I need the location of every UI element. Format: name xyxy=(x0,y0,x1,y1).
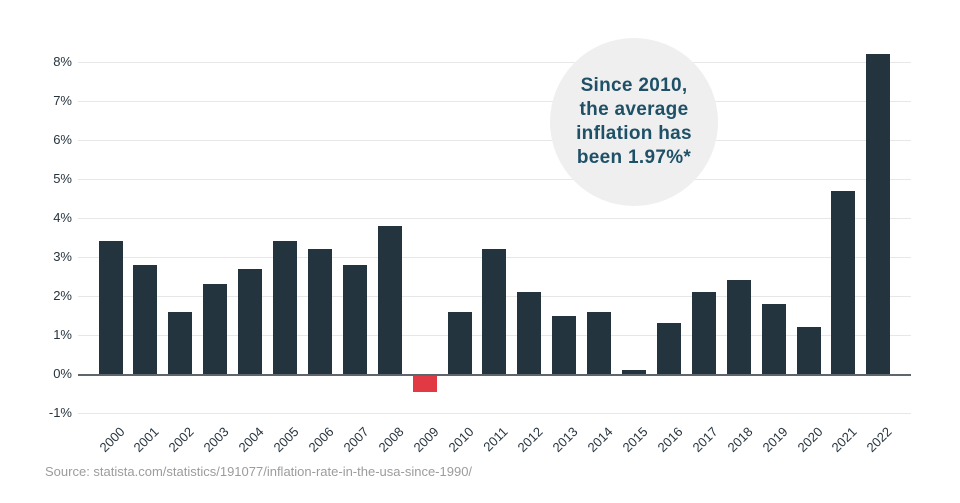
x-axis-year-label: 2022 xyxy=(863,424,895,456)
bar-2011 xyxy=(482,249,507,374)
bar-2016 xyxy=(656,323,681,374)
y-axis-tick-label: 4% xyxy=(53,210,72,225)
annotation-line: been 1.97%* xyxy=(576,147,692,168)
x-axis-year-label: 2019 xyxy=(759,424,791,456)
y-axis-tick-label: 5% xyxy=(53,171,72,186)
x-axis-year-label: 2016 xyxy=(654,424,686,456)
x-axis-year-label: 2015 xyxy=(619,424,651,456)
y-axis-tick-label: 3% xyxy=(53,249,72,264)
annotation-line: the average xyxy=(579,99,689,120)
bar-2015 xyxy=(622,370,646,374)
annotation-text: Since 2010, the average inflation has been … xyxy=(576,74,692,170)
y-axis-tick-label: 6% xyxy=(53,132,72,147)
x-axis-year-label: 2012 xyxy=(514,424,546,456)
bar-2004 xyxy=(238,268,263,374)
x-axis-year-label: 2020 xyxy=(794,424,826,456)
annotation-circle: Since 2010, the average inflation has been … xyxy=(550,38,718,206)
gridline xyxy=(78,218,911,219)
bar-2007 xyxy=(342,264,367,374)
bar-2005 xyxy=(273,241,297,374)
x-axis-year-label: 2018 xyxy=(724,424,756,456)
x-axis-year-label: 2009 xyxy=(410,424,442,456)
bar-2018 xyxy=(726,280,751,374)
bar-2019 xyxy=(761,303,786,374)
gridline xyxy=(78,413,911,414)
x-axis-year-label: 2013 xyxy=(549,424,581,456)
x-axis-year-label: 2000 xyxy=(96,424,128,456)
y-axis-tick-label: 2% xyxy=(53,288,72,303)
y-axis-tick-label: -1% xyxy=(48,405,72,420)
y-axis-tick-label: 8% xyxy=(53,54,72,69)
annotation-line: Since 2010, xyxy=(580,75,688,96)
x-axis-year-label: 2007 xyxy=(340,424,372,456)
y-axis-tick-label: 0% xyxy=(53,366,72,381)
x-axis-year-label: 2011 xyxy=(480,424,511,455)
bar-2002 xyxy=(168,311,193,374)
gridline xyxy=(78,101,911,102)
bar-2009 xyxy=(412,376,437,392)
x-axis-year-label: 2004 xyxy=(235,424,267,456)
bar-2012 xyxy=(517,292,542,374)
bar-2014 xyxy=(587,311,612,374)
bar-2017 xyxy=(691,292,716,374)
x-axis-year-label: 2005 xyxy=(270,424,302,456)
x-axis-year-label: 2008 xyxy=(375,424,407,456)
y-axis-tick-label: 1% xyxy=(53,327,72,342)
annotation-line: inflation has xyxy=(576,123,692,144)
x-axis-year-label: 2021 xyxy=(828,424,860,456)
bar-2003 xyxy=(203,284,228,374)
x-axis-line xyxy=(78,374,911,376)
bar-2020 xyxy=(796,327,821,374)
y-axis-tick-label: 7% xyxy=(53,93,72,108)
bar-2006 xyxy=(307,249,332,374)
source-note: Source: statista.com/statistics/191077/i… xyxy=(45,464,473,479)
bar-2010 xyxy=(447,311,472,374)
x-axis-year-label: 2003 xyxy=(200,424,232,456)
gridline xyxy=(78,62,911,63)
bar-2021 xyxy=(831,190,856,374)
x-axis-year-label: 2017 xyxy=(689,424,721,456)
bar-2013 xyxy=(552,315,577,374)
gridline xyxy=(78,179,911,180)
bar-2022 xyxy=(866,54,891,374)
bar-2008 xyxy=(377,225,402,374)
bar-2000 xyxy=(98,241,123,374)
x-axis-year-label: 2006 xyxy=(305,424,337,456)
x-axis-year-label: 2002 xyxy=(165,424,197,456)
x-axis-year-label: 2010 xyxy=(445,424,477,456)
gridline xyxy=(78,140,911,141)
bar-2001 xyxy=(133,264,158,374)
x-axis-year-label: 2014 xyxy=(584,424,616,456)
x-axis-year-label: 2001 xyxy=(130,424,162,456)
